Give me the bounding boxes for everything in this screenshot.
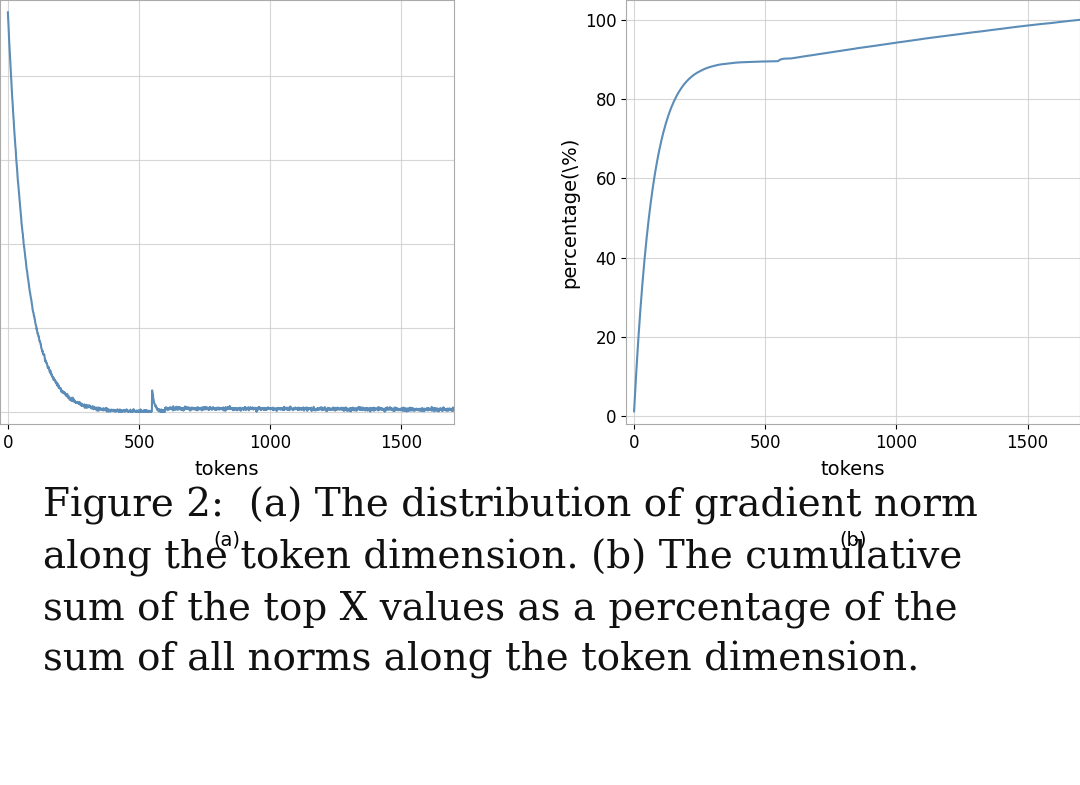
Text: Figure 2:  (a) The distribution of gradient norm
along the token dimension. (b) : Figure 2: (a) The distribution of gradie… bbox=[43, 487, 978, 679]
X-axis label: tokens: tokens bbox=[194, 460, 259, 480]
Text: (a): (a) bbox=[214, 531, 241, 550]
X-axis label: tokens: tokens bbox=[821, 460, 886, 480]
Y-axis label: percentage(\%): percentage(\%) bbox=[561, 137, 579, 288]
Text: (b): (b) bbox=[839, 531, 867, 550]
